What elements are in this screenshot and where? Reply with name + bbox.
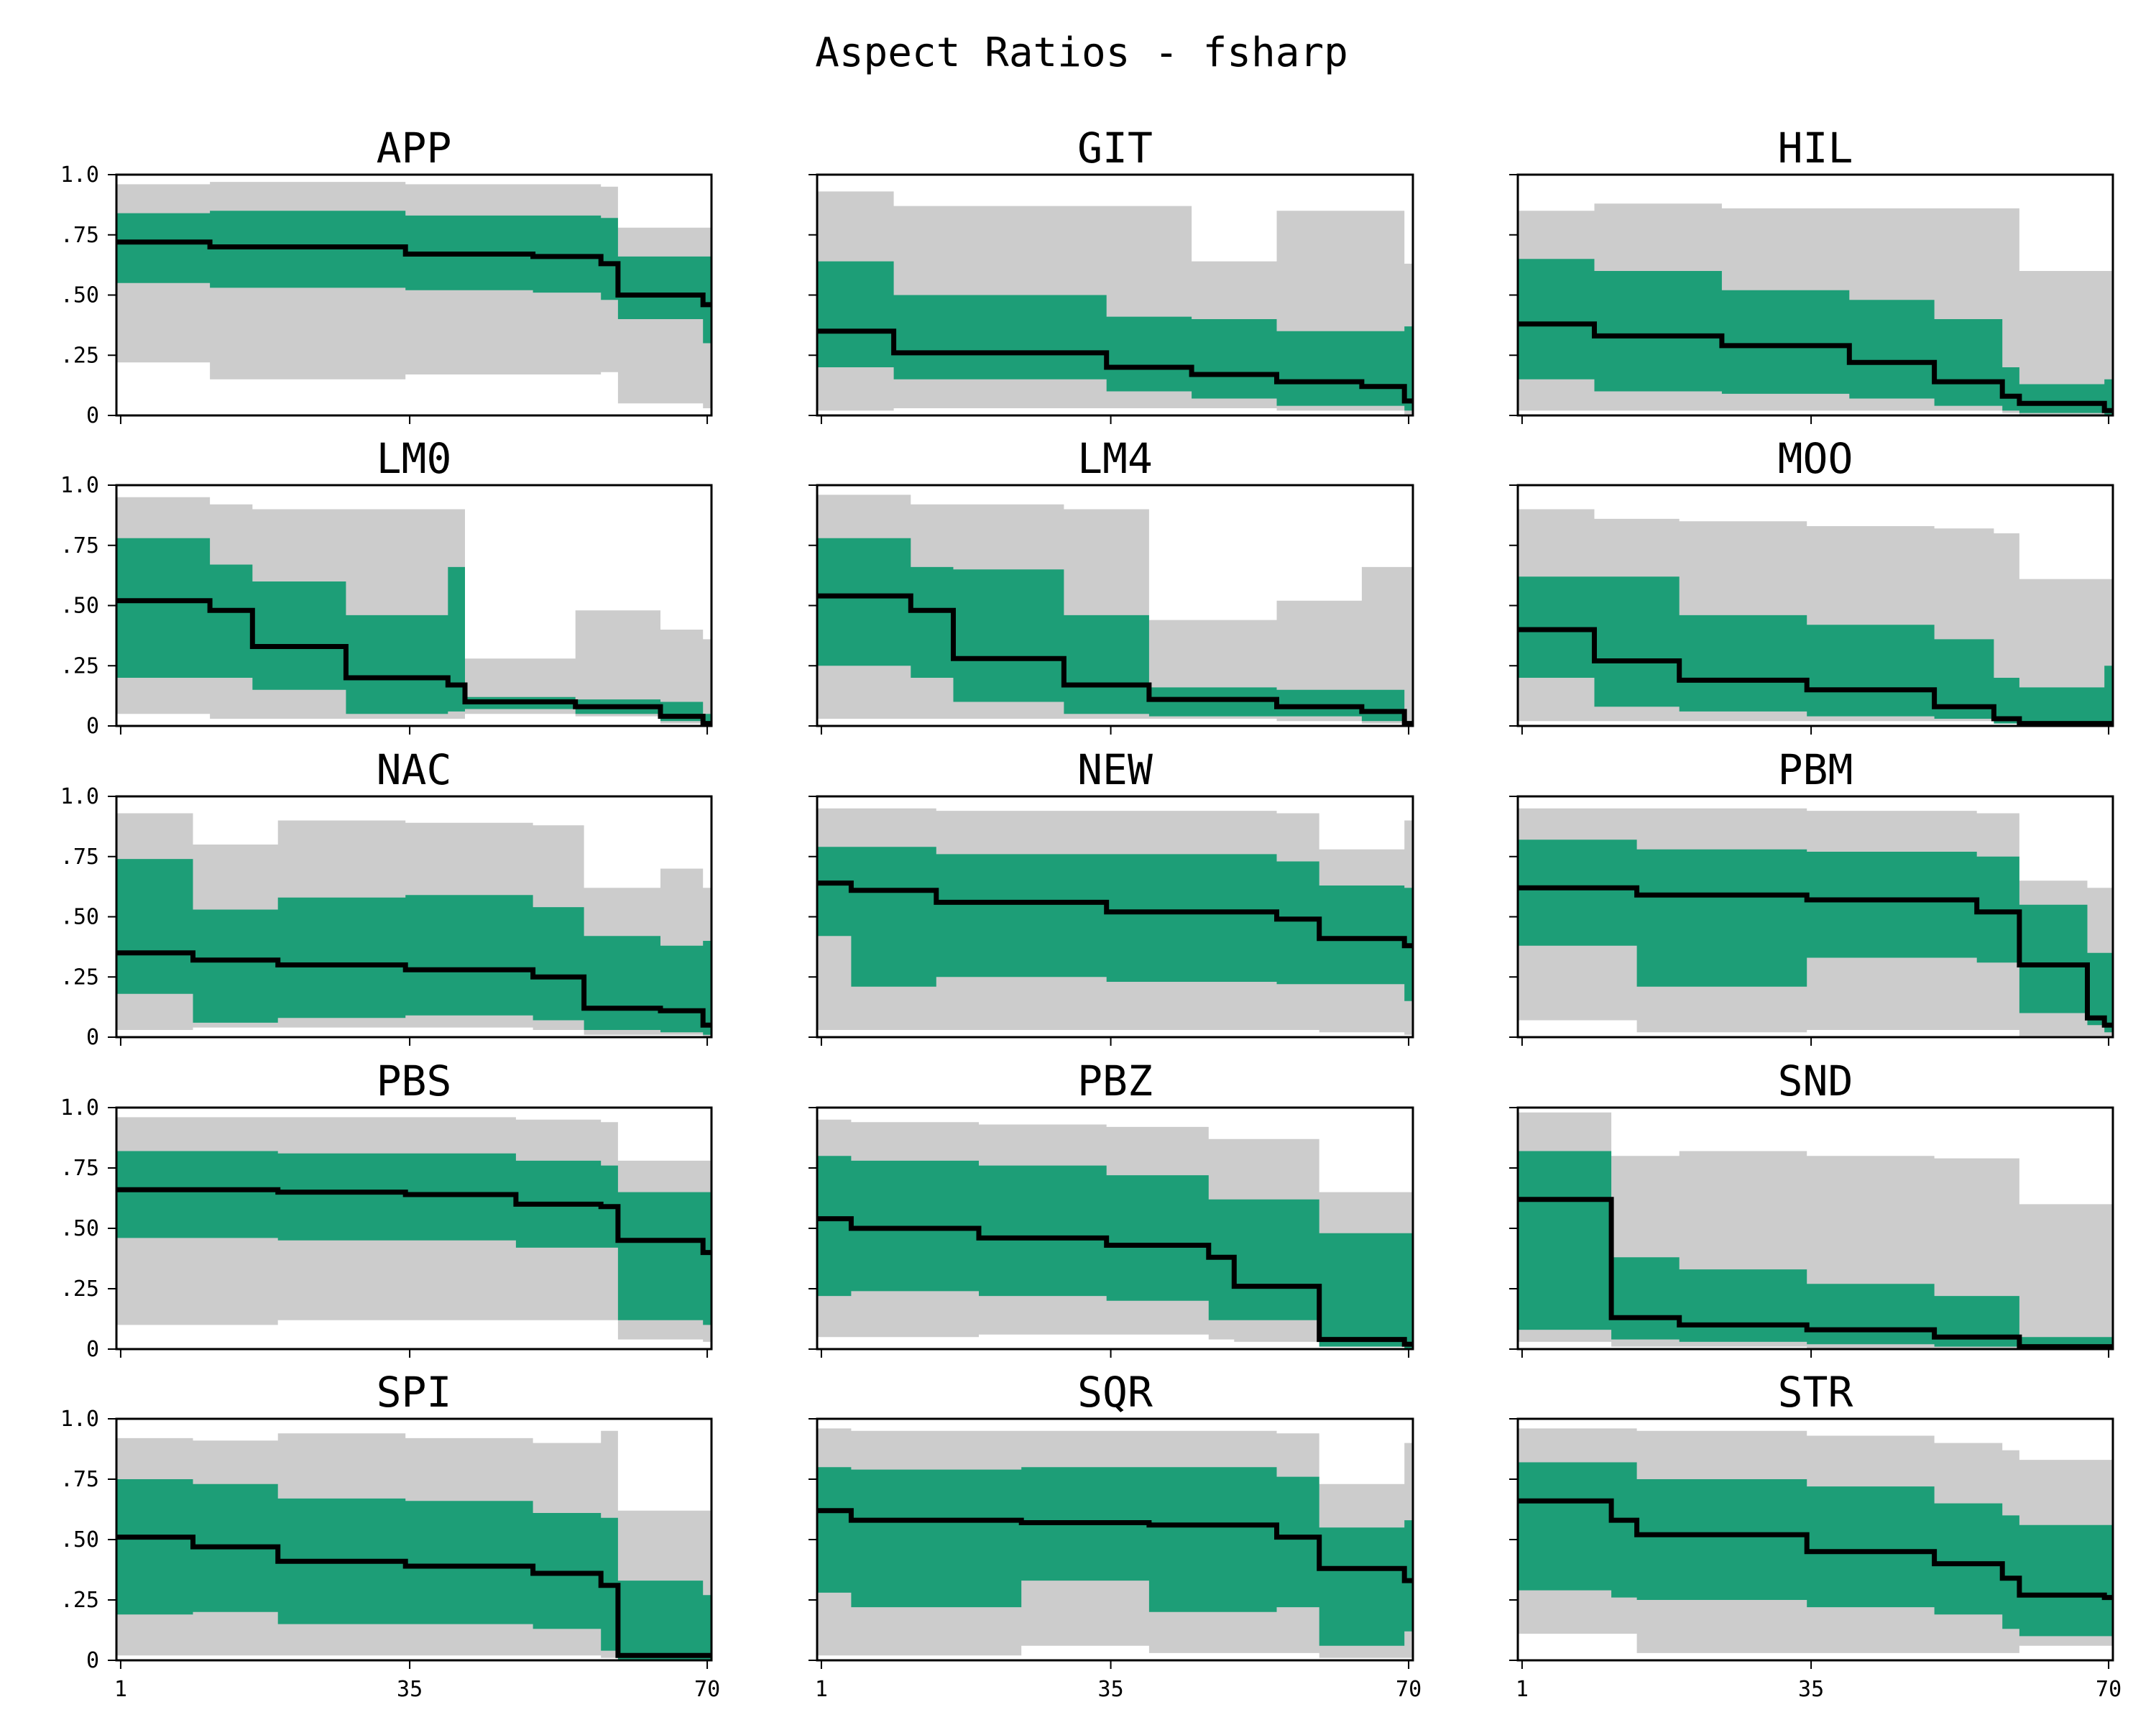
median-line [116,239,711,308]
median-line [116,1535,711,1658]
panel-title: PBM [1778,745,1853,794]
panel-title: HIL [1778,124,1853,172]
x-tick-label: 35 [1098,1677,1124,1702]
iqr-band [817,538,1413,726]
panel-title: PBS [377,1057,452,1105]
panel-moo: MOO [1509,434,2114,735]
iqr-band [1518,259,2113,415]
y-tick-label: .75 [60,223,99,248]
median-line [817,328,1413,404]
iqr-band [1518,1151,2113,1349]
panel-title: LM4 [1077,434,1153,483]
panel-str: STR 1 35 70 [1509,1368,2122,1702]
x-tick-label: 1 [1516,1677,1529,1702]
panel-title: PBZ [1077,1057,1153,1105]
y-tick-label: 0 [86,1337,99,1362]
y-tick-label: 1.0 [60,1407,99,1432]
panel-title: GIT [1077,124,1153,172]
iqr-band [116,538,711,726]
x-tick-label: 35 [1798,1677,1824,1702]
y-tick-label: 0 [86,1648,99,1673]
y-tick-label: .25 [60,1276,99,1302]
y-tick-label: .25 [60,343,99,368]
y-tick-label: .25 [60,653,99,678]
median-line [116,1187,711,1256]
y-tick-label: .50 [60,1216,99,1241]
y-tick-label: .25 [60,1588,99,1613]
iqr-band [116,859,711,1035]
median-line [1518,321,2113,413]
y-tick-label: 0 [86,714,99,739]
x-tick-label: 70 [1396,1677,1422,1702]
iqr-band [1518,576,2113,726]
panel-sqr: SQR 1 35 70 [808,1368,1422,1702]
x-tick-label: 70 [2096,1677,2122,1702]
median-line [1518,885,2113,1028]
median-line [1518,1498,2113,1601]
panel-lm0: LM0 0 .25 .50 .75 1.0 [60,434,713,739]
y-tick-label: 1.0 [60,1095,99,1121]
iqr-band [116,211,711,344]
iqr-band [817,1467,1413,1646]
y-tick-label: 0 [86,1025,99,1050]
y-tick-label: .75 [60,845,99,870]
x-tick-label: 1 [815,1677,828,1702]
y-tick-label: .75 [60,533,99,558]
figure-title: Aspect Ratios - fsharp [815,29,1348,76]
panel-lm4: LM4 [808,434,1414,735]
y-tick-label: .50 [60,1527,99,1552]
panel-title: NEW [1077,745,1153,794]
panel-title: LM0 [377,434,452,483]
panel-pbz: PBZ [808,1057,1414,1358]
iqr-band [817,847,1413,1001]
x-tick-label: 1 [114,1677,127,1702]
iqr-band [817,1156,1413,1349]
y-tick-label: 1.0 [60,473,99,498]
panel-spi: SPI 0 .25 .50 .75 1.0 1 35 70 [60,1368,720,1702]
x-tick-label: 70 [694,1677,720,1702]
iqr-band [116,1479,711,1660]
iqr-band [1518,840,2113,1033]
panel-new: NEW [808,745,1414,1046]
panel-app: APP 0 .25 .50 .75 1.0 [60,124,713,428]
y-tick-label: .50 [60,594,99,619]
panel-title: SQR [1077,1368,1153,1417]
median-line [817,1508,1413,1583]
y-tick-label: 1.0 [60,784,99,809]
y-tick-label: .50 [60,283,99,308]
panel-git: GIT [808,124,1414,424]
y-tick-label: 1.0 [60,162,99,188]
panel-title: SPI [377,1368,452,1417]
panel-snd: SND [1509,1057,2114,1358]
median-line [116,950,711,1028]
y-tick-label: .75 [60,1467,99,1492]
median-line [817,593,1413,727]
median-line [116,598,711,727]
median-line [1518,627,2113,727]
panel-title: MOO [1778,434,1853,483]
y-tick-label: .25 [60,965,99,990]
panel-title: NAC [377,745,452,794]
panel-hil: HIL [1509,124,2114,424]
median-line [817,880,1413,949]
panel-nac: NAC 0 .25 .50 .75 1.0 [60,745,713,1050]
iqr-band [116,1151,711,1325]
median-line [817,1216,1413,1347]
y-tick-label: .50 [60,905,99,930]
median-line [1518,1197,2113,1350]
panel-title: SND [1778,1057,1853,1105]
panel-title: APP [377,124,452,172]
panel-pbm: PBM [1509,745,2114,1046]
panel-title: STR [1778,1368,1853,1417]
panel-pbs: PBS 0 .25 .50 .75 1.0 [60,1057,713,1362]
x-tick-label: 35 [397,1677,423,1702]
y-tick-label: .75 [60,1156,99,1181]
y-tick-label: 0 [86,403,99,428]
